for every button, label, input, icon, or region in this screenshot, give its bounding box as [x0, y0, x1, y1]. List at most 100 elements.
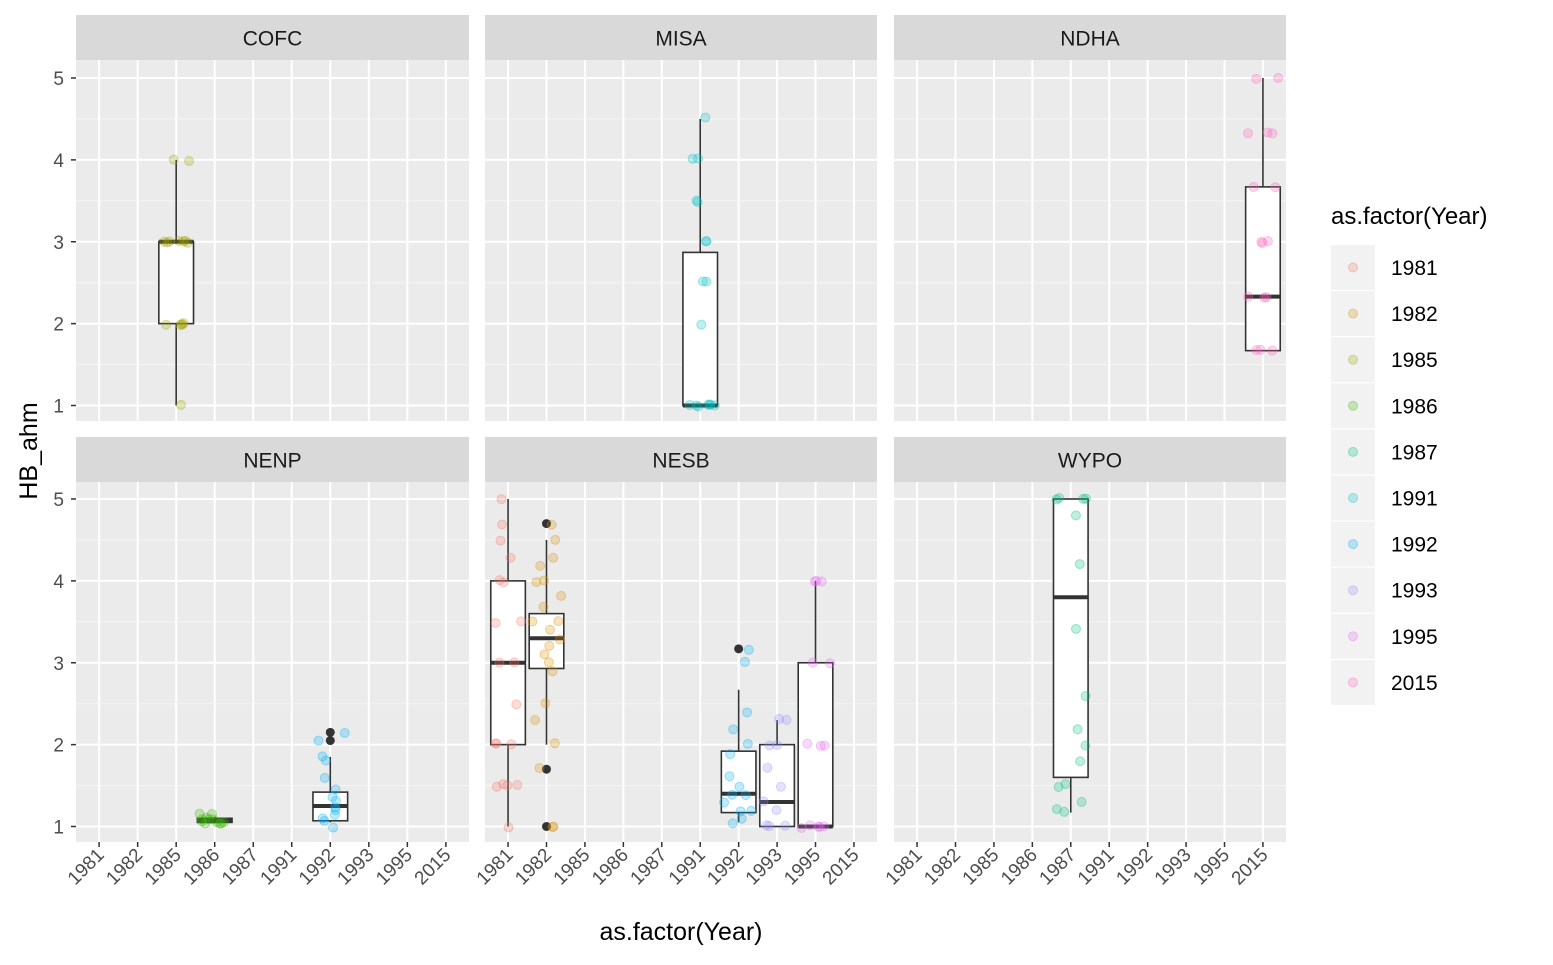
data-point — [775, 781, 786, 792]
data-point — [330, 784, 341, 795]
data-point — [719, 797, 730, 808]
box — [158, 240, 195, 325]
data-point — [818, 821, 829, 832]
legend-item-1982: 1982 — [1331, 291, 1438, 337]
legend-item-1993: 1993 — [1331, 567, 1438, 613]
data-point — [491, 738, 502, 749]
data-point — [807, 657, 818, 668]
panel-ndha: NDHA — [894, 15, 1286, 421]
boxplot-1991 — [682, 112, 720, 412]
legend-title: as.factor(Year) — [1331, 203, 1488, 230]
legend-swatch — [1348, 446, 1358, 457]
data-point — [490, 738, 501, 749]
boxplot-1993 — [758, 713, 796, 832]
data-point — [1257, 238, 1268, 249]
data-point — [182, 237, 193, 248]
data-point — [781, 714, 792, 725]
y-tick-label: 2 — [53, 736, 64, 757]
legend-label: 1993 — [1391, 580, 1438, 603]
legend-label: 2015 — [1391, 672, 1438, 695]
data-point — [502, 780, 513, 791]
x-tick-label: 1987 — [1036, 845, 1081, 890]
data-point — [734, 781, 745, 792]
data-point — [173, 235, 184, 246]
data-point — [556, 590, 567, 601]
data-point — [761, 820, 772, 831]
data-point — [184, 155, 195, 166]
data-point — [735, 806, 746, 817]
data-point — [701, 236, 712, 247]
data-point — [196, 814, 207, 825]
y-tick-label: 1 — [53, 397, 64, 418]
facet-label: WYPO — [1058, 450, 1122, 473]
data-point — [802, 738, 813, 749]
data-point — [1248, 181, 1259, 192]
x-tick-label: 1986 — [179, 845, 224, 890]
data-point — [774, 713, 785, 724]
data-point — [319, 772, 330, 783]
legend-key — [1331, 383, 1375, 429]
boxplot-1987 — [1051, 492, 1091, 817]
data-point — [159, 236, 170, 247]
data-point — [697, 276, 708, 287]
data-point — [696, 319, 707, 330]
data-point — [200, 818, 211, 829]
data-point — [496, 494, 507, 505]
x-tick-label: 1991 — [257, 845, 302, 890]
data-point — [330, 805, 341, 816]
data-point — [218, 817, 229, 828]
data-point — [339, 727, 350, 738]
data-point — [498, 577, 509, 588]
legend-swatch — [1348, 308, 1358, 319]
data-point — [1267, 128, 1278, 139]
legend-key — [1331, 291, 1375, 337]
legend-swatch — [1348, 631, 1358, 642]
x-tick-label: 1981 — [473, 845, 518, 890]
outlier-point — [541, 519, 551, 529]
x-tick-label: 1992 — [703, 845, 748, 890]
data-point — [742, 707, 753, 718]
data-point — [511, 699, 522, 710]
data-point — [700, 112, 711, 123]
data-point — [313, 735, 324, 746]
x-tick-label: 1995 — [1189, 845, 1234, 890]
legend-label: 1982 — [1391, 303, 1438, 326]
x-tick-label: 1987 — [218, 845, 263, 890]
data-point — [1243, 291, 1254, 302]
x-tick-label: 1986 — [997, 845, 1042, 890]
data-point — [1256, 236, 1267, 247]
data-point — [1075, 756, 1086, 767]
facet-strip — [485, 437, 877, 482]
data-point — [1074, 559, 1085, 570]
data-point — [211, 817, 222, 828]
boxplot-1981 — [489, 494, 527, 833]
data-point — [705, 399, 716, 410]
data-point — [530, 715, 541, 726]
data-point — [814, 821, 825, 832]
data-point — [1259, 292, 1270, 303]
data-point — [1070, 510, 1081, 521]
data-point — [725, 749, 736, 760]
data-point — [495, 535, 506, 546]
box — [528, 612, 565, 670]
data-point — [1054, 492, 1065, 503]
data-point — [503, 822, 514, 833]
data-point — [178, 236, 189, 247]
x-tick-label: 1987 — [627, 845, 672, 890]
data-point — [1273, 72, 1284, 83]
box — [758, 743, 796, 828]
x-tick-label: 1985 — [959, 845, 1004, 890]
legend-key — [1331, 659, 1375, 705]
data-point — [330, 795, 341, 806]
data-point — [164, 236, 175, 247]
outlier-point — [734, 644, 744, 654]
data-point — [317, 751, 328, 762]
x-tick-label: 1982 — [102, 845, 147, 890]
data-point — [535, 560, 546, 571]
data-point — [809, 576, 820, 587]
data-point — [762, 762, 773, 773]
box — [720, 750, 757, 814]
x-tick-label: 1985 — [550, 845, 595, 890]
data-point — [1243, 128, 1254, 139]
data-point — [736, 813, 747, 824]
